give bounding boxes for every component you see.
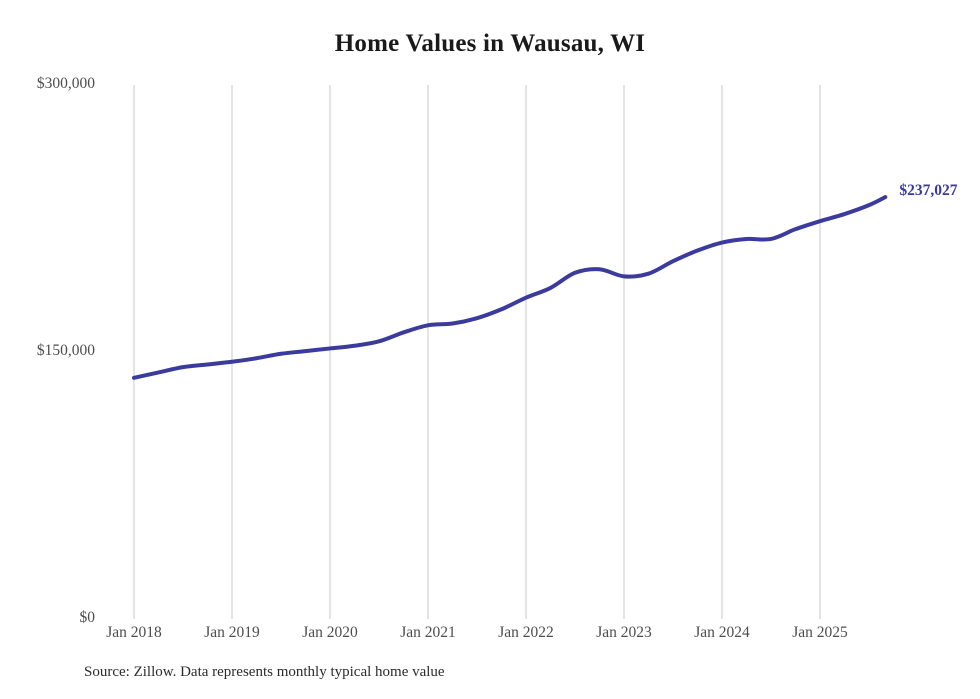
x-tick-label-5: Jan 2023 [596,624,652,641]
x-tick-label-4: Jan 2022 [498,624,554,641]
y-tick-label-2: $300,000 [36,75,95,92]
end-value-annotation: $237,027 [899,182,958,200]
x-tick-label-3: Jan 2021 [400,624,456,641]
series-group [132,195,888,380]
x-gridlines [133,85,821,619]
x-tick-label-2: Jan 2020 [302,624,358,641]
chart-title: Home Values in Wausau, WI [334,30,646,57]
series-line-typical-home-value [132,195,888,380]
x-tick-label-6: Jan 2024 [694,624,750,641]
source-note: Source: Zillow. Data represents monthly … [84,664,445,680]
x-tick-label-1: Jan 2019 [204,624,260,641]
y-tick-label-0: $0 [79,609,96,626]
x-tick-label-7: Jan 2025 [792,624,848,641]
x-tick-label-0: Jan 2018 [106,624,162,641]
y-tick-label-1: $150,000 [36,342,95,359]
